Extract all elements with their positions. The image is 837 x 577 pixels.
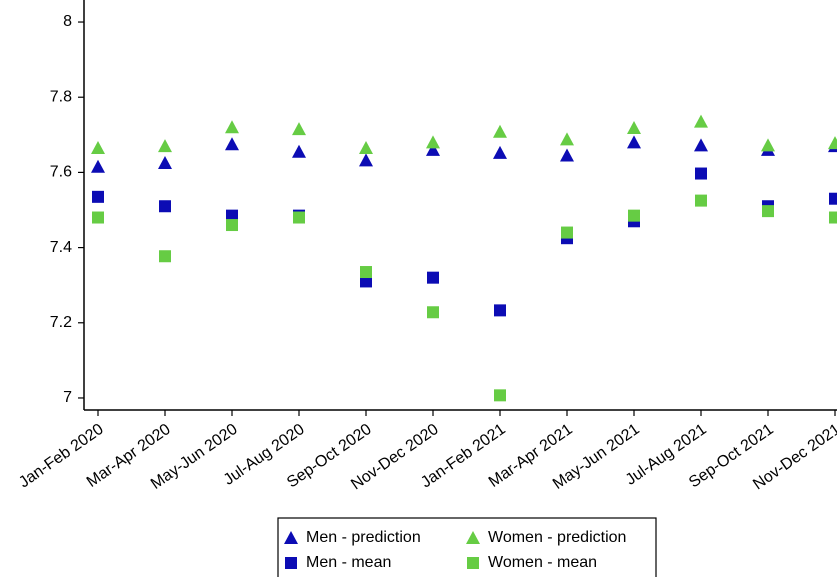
point	[829, 211, 837, 224]
point	[426, 142, 440, 156]
point	[829, 192, 837, 205]
point	[91, 159, 105, 173]
point	[627, 135, 641, 149]
legend-label: Men - prediction	[306, 529, 421, 546]
y-tick-label: 7.8	[50, 88, 72, 105]
y-tick-label: 7	[63, 389, 72, 406]
point	[293, 211, 305, 224]
legend-marker	[467, 557, 479, 569]
point	[494, 304, 506, 317]
point	[91, 140, 105, 154]
legend-label: Women - prediction	[488, 529, 626, 546]
point	[359, 140, 373, 154]
point	[159, 250, 171, 263]
legend-label: Men - mean	[306, 554, 391, 571]
legend-marker	[466, 531, 480, 544]
point	[225, 137, 239, 151]
point	[694, 114, 708, 128]
point	[426, 135, 440, 149]
point	[493, 145, 507, 159]
point	[92, 211, 104, 224]
point	[226, 209, 238, 222]
y-tick-label: 7.4	[50, 239, 72, 256]
point	[226, 219, 238, 232]
point	[628, 209, 640, 222]
point	[761, 138, 775, 152]
point	[360, 266, 372, 279]
point	[359, 153, 373, 167]
y-tick-label: 8	[63, 13, 72, 30]
point	[494, 389, 506, 402]
point	[292, 122, 306, 136]
point	[427, 271, 439, 284]
point	[627, 121, 641, 135]
point	[762, 205, 774, 218]
point	[292, 144, 306, 158]
point	[360, 275, 372, 288]
legend-marker	[285, 557, 297, 569]
point	[695, 167, 707, 180]
point	[92, 190, 104, 203]
y-tick-label: 7.6	[50, 164, 72, 181]
point	[560, 132, 574, 146]
y-tick-label: 7.2	[50, 314, 72, 331]
point	[158, 139, 172, 153]
point	[493, 124, 507, 138]
point	[427, 306, 439, 319]
legend-label: Women - mean	[488, 554, 597, 571]
point	[225, 120, 239, 134]
point	[694, 138, 708, 152]
point	[561, 226, 573, 239]
point	[158, 156, 172, 170]
point	[695, 194, 707, 207]
point	[560, 148, 574, 162]
point	[159, 200, 171, 213]
point	[828, 136, 837, 150]
legend-marker	[284, 531, 298, 544]
